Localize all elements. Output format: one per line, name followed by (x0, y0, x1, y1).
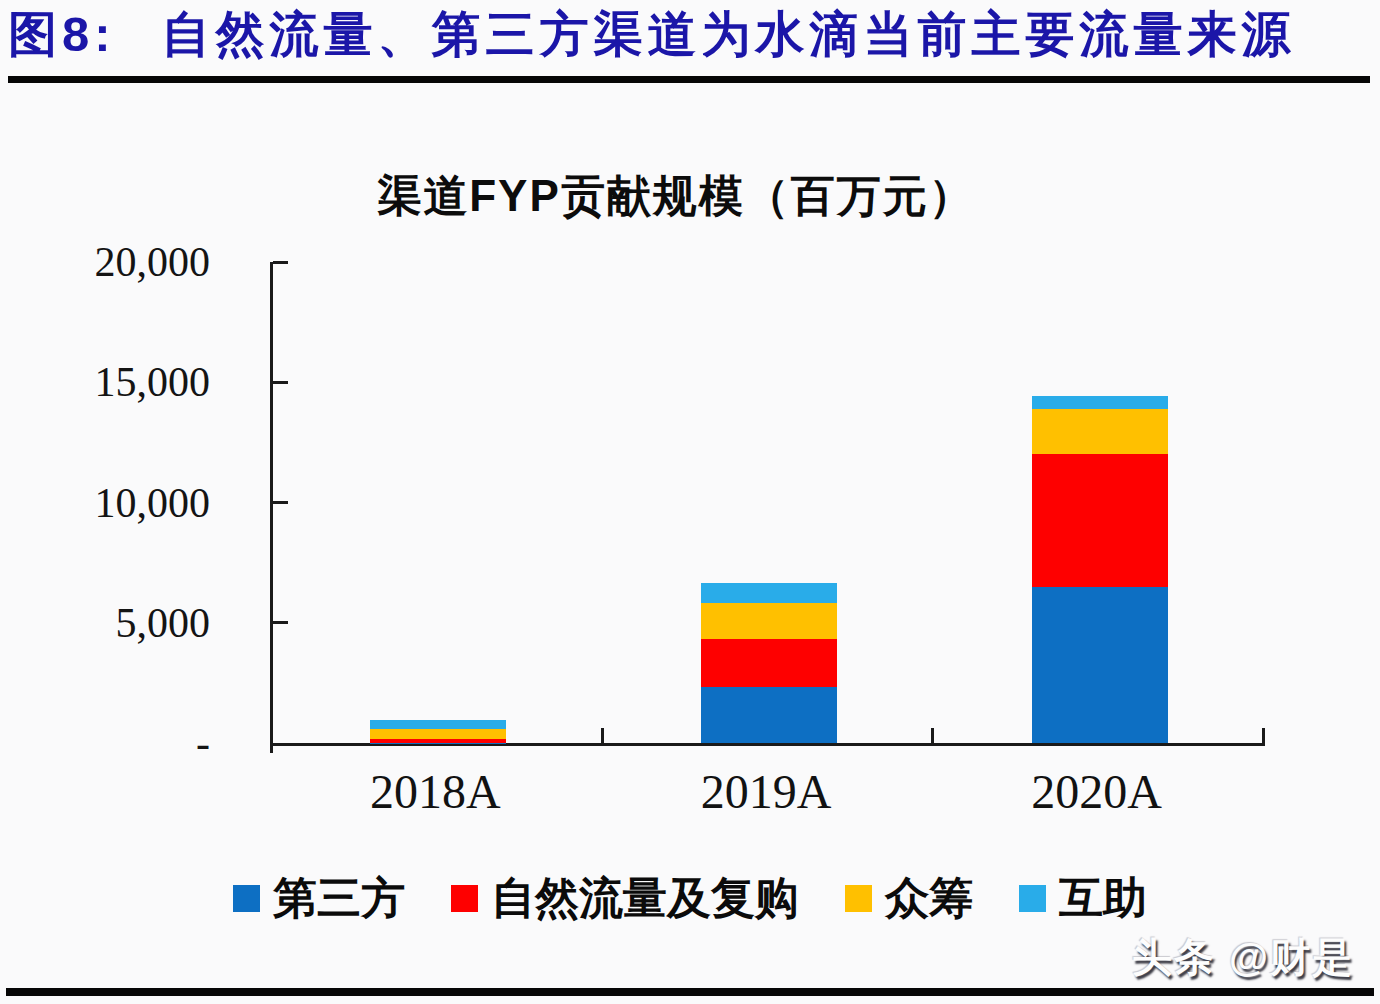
y-axis-tick-15000 (273, 381, 288, 384)
figure-page: 图8: 自然流量、第三方渠道为水滴当前主要流量来源 渠道FYP贡献规模（百万元）… (0, 0, 1380, 1004)
y-axis-label-20000: 20,000 (95, 241, 211, 283)
bar-2020A-segment-third-party (1032, 587, 1168, 743)
figure-number-label: 图8: (8, 2, 116, 68)
y-axis-label-0: - (196, 722, 210, 764)
bar-2019A (701, 583, 837, 743)
figure-title: 自然流量、第三方渠道为水滴当前主要流量来源 (162, 2, 1296, 68)
x-axis-label-2020A: 2020A (1031, 766, 1162, 819)
bar-2020A-segment-natural-traffic-repurchase (1032, 454, 1168, 588)
bar-2020A-segment-mutual-aid (1032, 396, 1168, 408)
bar-2018A-segment-mutual-aid (370, 720, 506, 729)
x-axis-label-2019A: 2019A (701, 766, 832, 819)
x-axis-tick-2 (931, 728, 934, 743)
legend-item-crowdfunding: 众筹 (845, 876, 973, 920)
y-axis-label-10000: 10,000 (95, 482, 211, 524)
legend-item-mutual-aid: 互助 (1019, 876, 1147, 920)
legend-swatch-mutual-aid (1019, 885, 1046, 912)
x-axis-labels: 2018A 2019A 2020A (270, 766, 1262, 836)
legend-swatch-third-party (233, 885, 260, 912)
watermark: 头条 @财是 (1132, 930, 1354, 985)
axis-corner (270, 743, 273, 753)
bar-2018A-segment-crowdfunding (370, 729, 506, 740)
bar-2019A-segment-crowdfunding (701, 603, 837, 640)
legend-label-third-party: 第三方 (273, 876, 405, 920)
bar-2018A (370, 720, 506, 743)
y-axis-tick-10000 (273, 501, 288, 504)
x-axis-tick-1 (601, 728, 604, 743)
legend-label-mutual-aid: 互助 (1059, 876, 1147, 920)
chart-title: 渠道FYP贡献规模（百万元） (0, 167, 1352, 226)
x-axis-label-2018A: 2018A (370, 766, 501, 819)
y-axis-tick-5000 (273, 621, 288, 624)
y-axis-label-15000: 15,000 (95, 361, 211, 403)
figure-header: 图8: 自然流量、第三方渠道为水滴当前主要流量来源 (8, 0, 1378, 70)
legend-swatch-crowdfunding (845, 885, 872, 912)
bar-2020A-segment-crowdfunding (1032, 409, 1168, 454)
chart-legend: 第三方 自然流量及复购 众筹 互助 (0, 876, 1380, 920)
legend-label-crowdfunding: 众筹 (885, 876, 973, 920)
legend-item-natural-traffic-repurchase: 自然流量及复购 (451, 876, 799, 920)
bar-2019A-segment-mutual-aid (701, 583, 837, 603)
y-axis-tick-20000 (273, 261, 288, 264)
title-divider (8, 76, 1370, 83)
legend-swatch-natural-traffic-repurchase (451, 885, 478, 912)
legend-label-natural-traffic-repurchase: 自然流量及复购 (491, 876, 799, 920)
y-axis-label-5000: 5,000 (116, 602, 211, 644)
bar-2020A (1032, 396, 1168, 743)
x-axis-tick-3 (1262, 728, 1265, 743)
legend-item-third-party: 第三方 (233, 876, 405, 920)
bar-2019A-segment-third-party (701, 687, 837, 743)
y-axis-labels: 20,00015,00010,0005,000- (55, 262, 210, 743)
bar-2019A-segment-natural-traffic-repurchase (701, 639, 837, 687)
bottom-divider (6, 988, 1374, 996)
plot-area (270, 262, 1265, 746)
